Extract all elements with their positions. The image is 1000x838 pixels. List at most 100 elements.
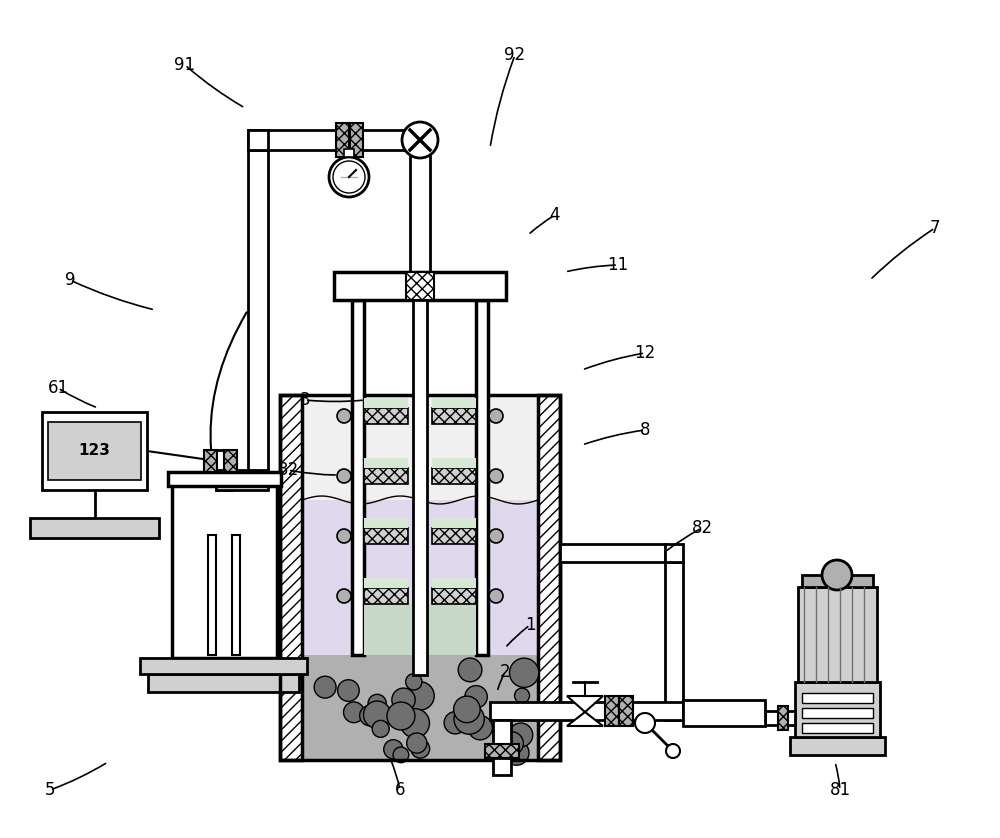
Bar xyxy=(802,708,873,718)
Circle shape xyxy=(504,741,529,765)
Text: 6: 6 xyxy=(395,781,405,799)
Text: 1: 1 xyxy=(525,616,535,634)
Circle shape xyxy=(500,732,523,755)
Circle shape xyxy=(368,695,386,712)
Bar xyxy=(364,468,408,484)
Bar xyxy=(302,655,538,760)
Text: 92: 92 xyxy=(504,46,526,64)
Circle shape xyxy=(406,674,422,690)
Bar xyxy=(364,408,408,424)
Circle shape xyxy=(337,589,351,603)
Bar xyxy=(364,518,408,528)
Bar xyxy=(406,272,434,300)
Bar xyxy=(364,604,476,655)
Bar xyxy=(432,408,476,424)
Text: 5: 5 xyxy=(45,781,55,799)
Bar xyxy=(248,150,268,490)
Bar xyxy=(334,272,506,300)
Circle shape xyxy=(822,560,852,590)
Text: 8: 8 xyxy=(640,421,650,439)
Bar xyxy=(410,150,430,272)
Bar xyxy=(802,575,873,587)
Circle shape xyxy=(363,701,391,728)
Text: 3: 3 xyxy=(300,391,310,409)
Bar xyxy=(248,130,268,150)
Text: 61: 61 xyxy=(47,379,69,397)
Bar xyxy=(232,535,240,655)
Text: 123: 123 xyxy=(79,443,110,458)
Bar xyxy=(493,720,511,760)
Circle shape xyxy=(411,739,430,758)
Circle shape xyxy=(454,696,480,722)
Circle shape xyxy=(458,658,482,682)
Text: 81: 81 xyxy=(829,781,851,799)
Circle shape xyxy=(501,726,523,747)
Bar xyxy=(216,450,232,490)
Text: 32: 32 xyxy=(277,461,299,479)
Bar xyxy=(364,458,408,468)
Bar xyxy=(364,578,408,588)
Bar xyxy=(344,149,354,157)
Circle shape xyxy=(406,681,434,710)
Bar xyxy=(802,723,873,733)
Bar xyxy=(802,693,873,703)
Bar xyxy=(302,500,538,655)
Bar xyxy=(493,758,511,775)
Circle shape xyxy=(402,122,438,158)
Text: 12: 12 xyxy=(634,344,656,362)
Bar xyxy=(30,518,159,538)
Text: 2: 2 xyxy=(500,663,510,681)
Circle shape xyxy=(392,688,415,711)
Bar xyxy=(168,472,281,486)
Circle shape xyxy=(400,709,429,737)
Circle shape xyxy=(337,469,351,483)
Circle shape xyxy=(454,704,484,734)
Circle shape xyxy=(465,685,487,708)
Circle shape xyxy=(510,658,539,687)
Bar xyxy=(364,398,408,408)
Circle shape xyxy=(515,688,530,703)
Circle shape xyxy=(468,716,492,740)
Bar xyxy=(790,737,885,755)
Circle shape xyxy=(384,740,403,759)
Circle shape xyxy=(489,529,503,543)
Bar xyxy=(560,544,665,562)
Bar xyxy=(485,744,519,758)
Bar xyxy=(216,470,268,490)
Circle shape xyxy=(329,157,369,197)
Bar xyxy=(432,468,476,484)
Bar xyxy=(148,674,299,692)
Bar xyxy=(364,588,408,604)
Circle shape xyxy=(393,747,409,763)
Bar xyxy=(280,395,560,760)
Polygon shape xyxy=(567,712,603,726)
Circle shape xyxy=(338,680,359,701)
Bar xyxy=(364,528,408,544)
Circle shape xyxy=(372,721,389,737)
Bar xyxy=(432,578,476,588)
Text: 91: 91 xyxy=(174,56,196,74)
Bar xyxy=(665,544,683,562)
Bar xyxy=(665,562,683,720)
Text: 7: 7 xyxy=(930,219,940,237)
Bar xyxy=(683,700,765,726)
Bar xyxy=(352,300,364,655)
Circle shape xyxy=(444,711,466,734)
Circle shape xyxy=(337,409,351,423)
Circle shape xyxy=(314,676,336,698)
Bar xyxy=(619,696,633,726)
Text: 82: 82 xyxy=(691,519,713,537)
Circle shape xyxy=(666,744,680,758)
Bar xyxy=(208,535,216,655)
Polygon shape xyxy=(567,696,603,712)
Text: 9: 9 xyxy=(65,271,75,289)
Bar xyxy=(248,130,430,150)
Bar xyxy=(48,422,141,480)
Bar xyxy=(413,300,427,675)
Bar xyxy=(538,395,560,760)
Bar xyxy=(204,450,217,472)
Circle shape xyxy=(360,706,380,726)
Bar xyxy=(432,528,476,544)
Bar xyxy=(336,123,349,157)
Circle shape xyxy=(407,733,427,753)
